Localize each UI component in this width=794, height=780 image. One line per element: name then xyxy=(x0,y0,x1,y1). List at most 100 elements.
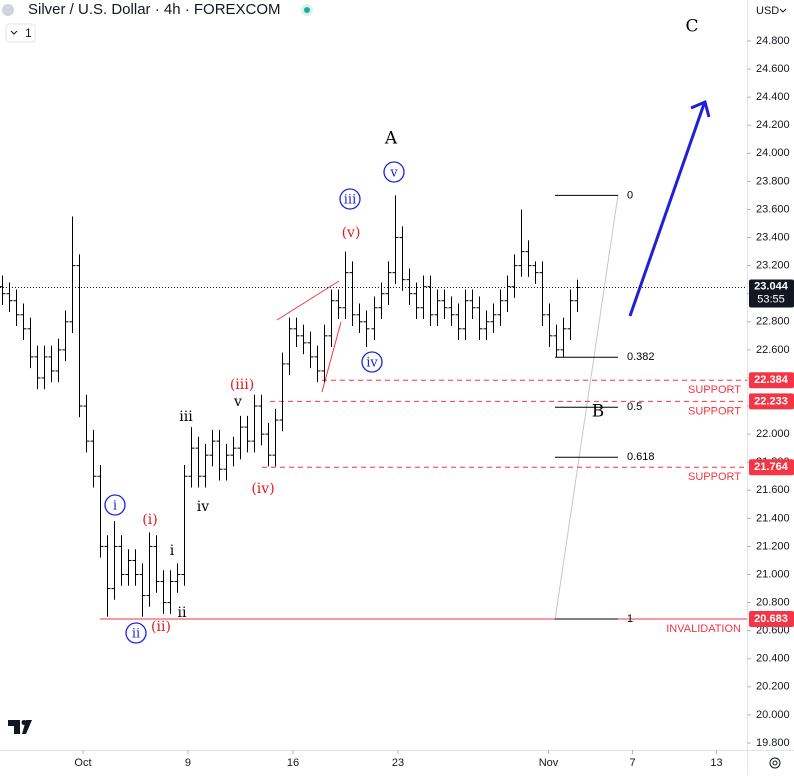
ohlc-bar xyxy=(560,317,567,357)
ohlc-bar xyxy=(385,261,392,305)
ohlc-bar xyxy=(469,289,476,319)
wave-circle xyxy=(383,161,405,183)
ohlc-bar xyxy=(251,394,258,453)
wave-label: v xyxy=(389,166,398,181)
ohlc-bar xyxy=(48,345,55,383)
drawings xyxy=(276,99,711,621)
wave-label: i xyxy=(113,499,117,514)
wave-label: i xyxy=(170,543,175,559)
ohlc-bar xyxy=(160,570,167,614)
ohlc-bar xyxy=(62,310,69,362)
price-tag xyxy=(749,393,794,410)
fib-label: 0 xyxy=(627,189,633,201)
y-tick-label: 19.800 xyxy=(756,737,790,749)
y-tick-label: 22.000 xyxy=(756,428,790,440)
fib-label: 0.5 xyxy=(627,401,642,413)
ohlc-bar xyxy=(195,436,202,488)
ohlc-bar xyxy=(539,261,546,327)
ohlc-bar xyxy=(356,303,363,334)
status-dot xyxy=(304,7,310,13)
x-tick-label: 7 xyxy=(629,757,635,769)
fib-label: 0.382 xyxy=(627,351,655,363)
ohlc-bar xyxy=(188,427,195,488)
wave-label: iv xyxy=(366,356,378,371)
wave-label: ii xyxy=(132,627,140,642)
chevron xyxy=(10,30,18,35)
ohlc-bar xyxy=(371,296,378,341)
ohlc-bar xyxy=(413,282,420,319)
y-tick-label: 24.200 xyxy=(756,119,790,131)
ohlc-bar xyxy=(125,549,132,586)
support-label: SUPPORT xyxy=(688,405,741,417)
tv-logo xyxy=(8,720,32,734)
x-tick-label: Oct xyxy=(74,757,91,769)
indicator-toggle[interactable] xyxy=(5,23,36,43)
ohlc-bar xyxy=(293,317,300,348)
ohlc-bar xyxy=(237,415,244,460)
ohlc-bar xyxy=(286,317,293,376)
ohlc-bar xyxy=(118,535,125,586)
wave-label: iii xyxy=(344,193,356,208)
wave-label: (iii) xyxy=(230,377,254,393)
ohlc-bar xyxy=(448,296,455,327)
ohlc-bar xyxy=(97,464,104,558)
ohlc-bar xyxy=(83,394,90,453)
ohlc-bar xyxy=(321,324,328,383)
y-tick-label: 21.400 xyxy=(756,512,790,524)
ohlc-bar xyxy=(406,268,413,305)
wave-label: iii xyxy=(179,409,193,425)
chart-title: Silver / U.S. Dollar · 4h · FOREXCOM xyxy=(28,1,281,18)
ohlc-bar xyxy=(27,317,34,369)
wave-label: (i) xyxy=(142,512,157,528)
settings-icon[interactable] xyxy=(769,757,781,769)
ohlc-bar xyxy=(244,415,251,453)
x-tick-label: 16 xyxy=(287,757,299,769)
ohlc-bar xyxy=(13,289,20,327)
wave-circle xyxy=(104,494,126,516)
ohlc-bar xyxy=(483,310,490,341)
ohlc-bar xyxy=(223,443,230,481)
price-tag xyxy=(749,372,794,389)
x-tick-label: 23 xyxy=(392,757,404,769)
ohlc-bar xyxy=(546,303,553,348)
countdown: 53:55 xyxy=(757,293,785,305)
ohlc-bar xyxy=(532,261,539,284)
ohlc-bar xyxy=(139,563,146,617)
ohlc-bar xyxy=(69,216,76,334)
ohlc-bar xyxy=(300,324,307,355)
y-tick-label: 21.600 xyxy=(756,484,790,496)
ohlc-bar xyxy=(490,303,497,334)
ohlc-bar xyxy=(202,443,209,488)
price-tag-label: 22.233 xyxy=(754,395,788,407)
ohlc-bar xyxy=(174,563,181,593)
ohlc-bar xyxy=(399,226,406,291)
ohlc-bar xyxy=(574,279,581,312)
chevron xyxy=(779,8,787,13)
ohlc-bar xyxy=(427,275,434,327)
ohlc-bar xyxy=(167,570,174,614)
wave-label: C xyxy=(685,17,698,37)
y-tick-label: 22.800 xyxy=(756,316,790,328)
y-tick-label: 24.600 xyxy=(756,63,790,75)
y-tick-label: 24.000 xyxy=(756,147,790,159)
wave-label: v xyxy=(233,394,242,410)
ohlc-bar xyxy=(6,282,13,312)
ohlc-bar xyxy=(230,436,237,467)
ohlc-bar xyxy=(455,303,462,341)
ohlc-bar xyxy=(553,324,560,357)
ohlc-bar xyxy=(363,310,370,348)
y-tick-label: 20.400 xyxy=(756,653,790,665)
symbol-icon xyxy=(2,4,14,16)
price-tag-label: 22.384 xyxy=(754,374,789,386)
ohlc-bar xyxy=(497,289,504,327)
last-price-tag xyxy=(749,279,794,308)
ohlc-bar xyxy=(258,394,265,446)
wave-circle xyxy=(339,188,361,210)
ohlc-bar xyxy=(434,289,441,327)
ohlc-bar xyxy=(146,532,153,607)
ohlc-bar xyxy=(342,251,349,319)
ohlc-bar xyxy=(420,275,427,319)
currency[interactable]: USD xyxy=(756,5,779,17)
